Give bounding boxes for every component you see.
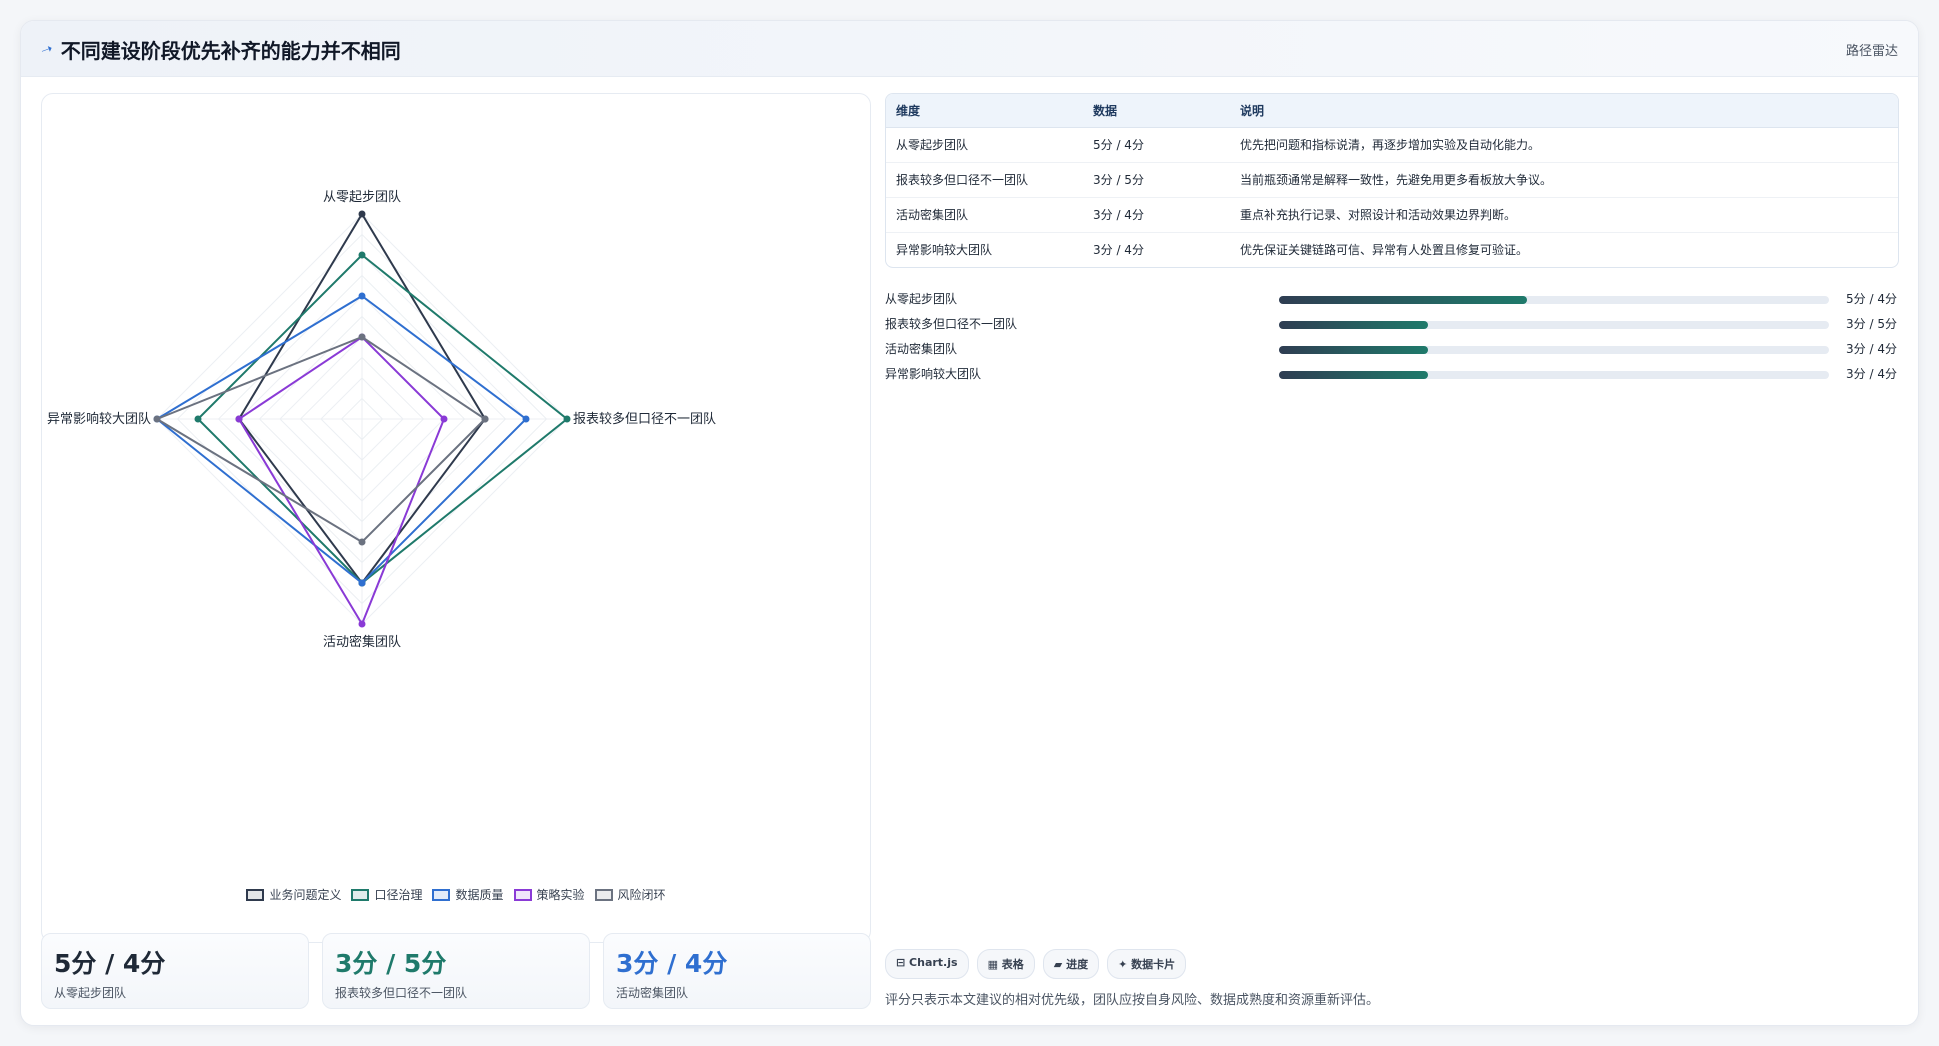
stat-card: 5分 / 4分 从零起步团队 [41,933,309,1009]
stat-value: 3分 / 4分 [616,949,728,978]
table-cell: 优先把问题和指标说清，再逐步增加实验及自动化能力。 [1230,127,1898,163]
legend-item[interactable]: 业务问题定义 [246,886,341,903]
table-row: 报表较多但口径不一团队 3分 / 5分 当前瓶颈通常是解释一致性，先避免用更多看… [886,162,1898,198]
legend-swatch [432,888,451,901]
progress-list: 从零起步团队 5分 / 4分 报表较多但口径不一团队 3分 / 5分 活动密集团… [885,287,1897,387]
radar-axis-label: 活动密集团队 [323,634,401,650]
table-header-data: 数据 [1083,94,1230,128]
table-header-dimension: 维度 [886,94,1083,128]
table-row: 异常影响较大团队 3分 / 4分 优先保证关键链路可信、异常有人处置且修复可验证… [886,232,1898,267]
progress-value: 3分 / 4分 [1846,342,1897,356]
trend-icon: ➝ [38,39,56,60]
stat-label: 从零起步团队 [54,986,127,1000]
stat-label: 活动密集团队 [616,986,689,1000]
table-cell: 报表较多但口径不一团队 [886,162,1083,198]
radar-point [522,415,530,423]
progress-value: 3分 / 4分 [1846,367,1897,381]
table-row: 活动密集团队 3分 / 4分 重点补充执行记录、对照设计和活动效果边界判断。 [886,197,1898,233]
legend-label: 风险闭环 [617,888,666,902]
legend-swatch [246,888,265,901]
table-cell: 3分 / 5分 [1083,162,1230,198]
table-header-description: 说明 [1230,94,1898,128]
radar-axis-label: 异常影响较大团队 [47,411,151,427]
main-card: ➝ 不同建设阶段优先补齐的能力并不相同 路径雷达 从零起步团队 报表较多但口径不一… [20,20,1919,1026]
progress-row: 活动密集团队 3分 / 4分 [885,337,1897,362]
progress-label: 活动密集团队 [885,342,958,356]
progress-row: 报表较多但口径不一团队 3分 / 5分 [885,312,1897,337]
radar-point [153,415,161,423]
radar-point [481,415,489,423]
legend-swatch [513,888,532,901]
table-header-row: 维度 数据 说明 [886,94,1898,128]
legend-swatch [351,888,370,901]
progress-label: 异常影响较大团队 [885,367,982,381]
progress-value: 5分 / 4分 [1846,292,1897,306]
radar-point [563,415,571,423]
header-tag: 路径雷达 [1845,44,1898,59]
radar-point [358,292,366,300]
data-table: 维度 数据 说明 从零起步团队 5分 / 4分 优先把问题和指标说清，再逐步增加… [885,93,1899,268]
table-cell: 重点补充执行记录、对照设计和活动效果边界判断。 [1230,197,1898,233]
table-cell: 从零起步团队 [886,127,1083,163]
stat-value: 3分 / 5分 [335,949,447,978]
legend-swatch [594,888,613,901]
radar-axis-label: 从零起步团队 [323,190,401,205]
badge-data-cards[interactable]: ✦ 数据卡片 [1107,949,1187,979]
radar-point [358,333,366,341]
progress-row: 从零起步团队 5分 / 4分 [885,287,1897,312]
radar-point [358,579,366,587]
page-title: 不同建设阶段优先补齐的能力并不相同 [60,39,401,63]
radar-point [358,620,366,628]
header: ➝ 不同建设阶段优先补齐的能力并不相同 路径雷达 [21,21,1918,77]
legend-label: 业务问题定义 [269,888,342,902]
table-row: 从零起步团队 5分 / 4分 优先把问题和指标说清，再逐步增加实验及自动化能力。 [886,127,1898,163]
radar-point [235,415,243,423]
progress-label: 报表较多但口径不一团队 [885,317,1018,331]
feature-badges: ⊟ Chart.js ▦ 表格 ▰ 进度 ✦ 数据卡片 [885,949,1187,979]
badge-table[interactable]: ▦ 表格 [976,949,1035,979]
progress-track [1279,371,1829,379]
table-cell: 5分 / 4分 [1083,127,1230,163]
table-cell: 3分 / 4分 [1093,243,1144,258]
legend-label: 数据质量 [455,888,504,902]
progress-label: 从零起步团队 [885,292,958,306]
progress-value: 3分 / 5分 [1846,317,1897,331]
badge-progress[interactable]: ▰ 进度 [1042,949,1100,979]
legend-item[interactable]: 策略实验 [513,886,585,903]
table-cell: 异常影响较大团队 [896,243,993,258]
title-wrap: ➝ 不同建设阶段优先补齐的能力并不相同 [38,35,401,64]
radar-point [440,415,448,423]
stat-card: 3分 / 5分 报表较多但口径不一团队 [322,933,590,1009]
badge-chartjs[interactable]: ⊟ Chart.js [885,949,969,979]
radar-chart-panel: 从零起步团队报表较多但口径不一团队活动密集团队 异常影响较大团队 业务问题定义 口径… [41,93,871,943]
footnote: 评分只表示本文建议的相对优先级，团队应按自身风险、数据成熟度和资源重新评估。 [885,993,1380,1008]
progress-track [1279,346,1829,354]
radar-point [194,415,202,423]
progress-fill [1279,371,1428,379]
progress-track [1279,321,1829,329]
table-cell: 当前瓶颈通常是解释一致性，先避免用更多看板放大争议。 [1230,162,1898,198]
progress-track [1279,296,1829,304]
legend-label: 策略实验 [536,888,585,902]
progress-fill [1279,321,1428,329]
progress-fill [1279,346,1428,354]
table-cell: 优先保证关键链路可信、异常有人处置且修复可验证。 [1240,243,1529,258]
legend-item[interactable]: 风险闭环 [594,886,666,903]
chart-legend: 业务问题定义 口径治理 数据质量 策略实验 风险闭环 [42,886,870,903]
radar-point [358,210,366,218]
table-cell: 3分 / 4分 [1083,197,1230,233]
stat-card: 3分 / 4分 活动密集团队 [603,933,871,1009]
radar-point [358,251,366,259]
progress-row: 异常影响较大团队 3分 / 4分 [885,362,1897,387]
progress-fill [1279,296,1527,304]
legend-item[interactable]: 数据质量 [432,886,504,903]
radar-axis-label: 报表较多但口径不一团队 [573,411,716,427]
legend-item[interactable]: 口径治理 [351,886,422,903]
table-cell: 活动密集团队 [886,197,1083,233]
stat-label: 报表较多但口径不一团队 [335,986,468,1000]
stat-value: 5分 / 4分 [54,949,166,978]
legend-label: 口径治理 [374,888,423,902]
radar-point [358,538,366,546]
